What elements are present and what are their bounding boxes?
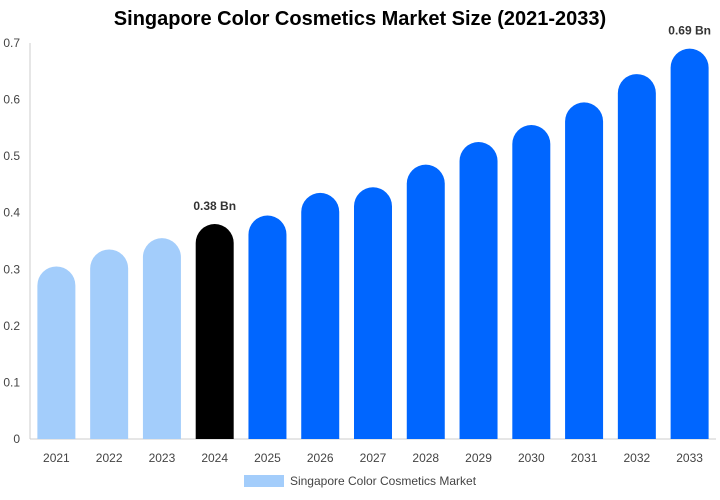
x-tick-label: 2030 [518, 451, 545, 465]
bar-2032 [617, 74, 656, 439]
y-tick-label: 0.4 [3, 206, 20, 220]
bar-2023 [142, 238, 181, 439]
bar-2021 [37, 266, 76, 439]
x-tick-label: 2026 [307, 451, 334, 465]
x-tick-label: 2033 [676, 451, 703, 465]
bar-2033 [670, 48, 709, 440]
y-tick-label: 0.6 [3, 93, 20, 107]
y-tick-label: 0 [13, 432, 20, 446]
bar-2022 [90, 249, 129, 439]
y-tick-label: 0.2 [3, 319, 20, 333]
x-tick-label: 2032 [623, 451, 650, 465]
bar-2030 [512, 125, 551, 440]
bar-2028 [406, 164, 445, 439]
legend-label: Singapore Color Cosmetics Market [289, 474, 477, 488]
legend-swatch [243, 475, 284, 487]
x-tick-label: 2029 [465, 451, 492, 465]
bar-2024 [195, 224, 234, 439]
bar-2031 [565, 102, 604, 439]
x-tick-label: 2028 [412, 451, 439, 465]
legend[interactable]: Singapore Color Cosmetics Market [0, 474, 720, 488]
data-label-2033: 0.69 Bn [668, 24, 711, 38]
bar-2029 [459, 142, 498, 439]
x-tick-label: 2022 [96, 451, 123, 465]
bar-2027 [354, 187, 392, 439]
bar-2025 [248, 215, 287, 439]
x-tick-label: 2025 [254, 451, 281, 465]
y-tick-label: 0.7 [3, 36, 20, 50]
y-tick-label: 0.3 [3, 262, 20, 276]
x-tick-label: 2031 [571, 451, 598, 465]
chart-title: Singapore Color Cosmetics Market Size (2… [113, 8, 607, 30]
x-tick-label: 2021 [43, 451, 70, 465]
y-tick-label: 0.1 [3, 375, 20, 389]
bar-2026 [301, 192, 340, 439]
x-tick-label: 2027 [360, 451, 387, 465]
x-tick-label: 2024 [201, 451, 228, 465]
x-tick-label: 2023 [149, 451, 176, 465]
data-label-2024: 0.38 Bn [193, 199, 236, 213]
y-tick-label: 0.5 [3, 149, 20, 163]
